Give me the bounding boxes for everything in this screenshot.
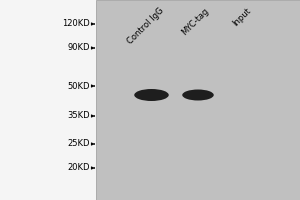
Text: Input: Input (231, 6, 253, 28)
Text: 50KD: 50KD (68, 82, 90, 90)
Text: 20KD: 20KD (68, 164, 90, 172)
Bar (96, 0, 300, 200)
Ellipse shape (182, 90, 214, 100)
Text: 90KD: 90KD (68, 44, 90, 52)
Text: 35KD: 35KD (68, 112, 90, 120)
Ellipse shape (134, 89, 169, 101)
Text: Control IgG: Control IgG (126, 6, 166, 46)
Text: 120KD: 120KD (62, 20, 90, 28)
Text: 25KD: 25KD (68, 140, 90, 148)
Text: MYC-tag: MYC-tag (180, 6, 211, 37)
